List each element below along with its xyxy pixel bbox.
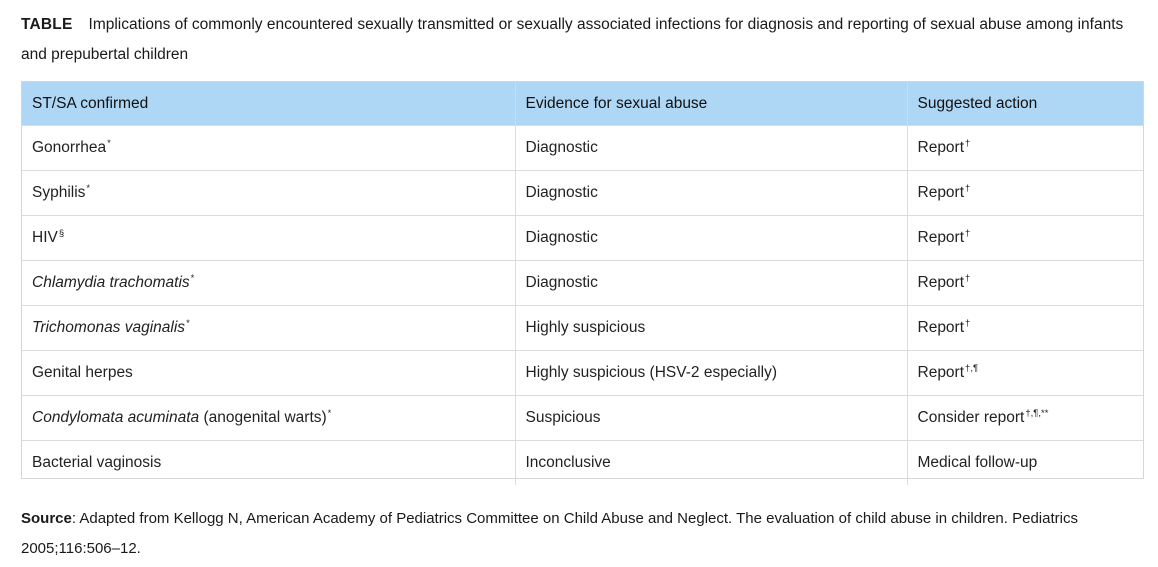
- footnote-mark: §: [58, 227, 65, 239]
- infection-cell: Trichomonas vaginalis*: [22, 305, 516, 351]
- infection-cell: Genital herpes: [22, 350, 516, 396]
- footnote-mark: †: [965, 182, 971, 194]
- table-row: Chlamydia trachomatis* Diagnostic Report†: [22, 260, 1143, 306]
- footnote-mark: †: [965, 227, 971, 239]
- infection-cell: Condylomata acuminata (anogenital warts)…: [22, 395, 516, 441]
- infection-name: Condylomata acuminata: [32, 409, 200, 426]
- table-row: Syphilis* Diagnostic Report†: [22, 170, 1143, 216]
- source-label: Source: [21, 510, 72, 527]
- sti-table: ST/SA confirmed Evidence for sexual abus…: [22, 82, 1143, 485]
- action-text: Consider report: [917, 409, 1025, 426]
- action-text: Medical follow-up: [917, 454, 1038, 471]
- action-cell: Report†: [907, 170, 1143, 216]
- table-row: Gonorrhea* Diagnostic Report†: [22, 125, 1143, 171]
- evidence-cell: Diagnostic: [515, 215, 908, 261]
- action-text: Report: [917, 184, 965, 201]
- table-row: Condylomata acuminata (anogenital warts)…: [22, 395, 1143, 441]
- footnote-mark: †,¶,**: [1025, 407, 1049, 419]
- footnote-mark: *: [190, 272, 195, 284]
- table-row: Trichomonas vaginalis* Highly suspicious R…: [22, 305, 1143, 351]
- action-cell: Report†: [907, 125, 1143, 171]
- infection-cell: Syphilis*: [22, 170, 516, 216]
- evidence-cell: Suspicious: [515, 395, 908, 441]
- action-text: Report: [917, 319, 965, 336]
- action-text: Report: [917, 274, 965, 291]
- header-suggested-action: Suggested action: [907, 82, 1143, 126]
- table-body: Gonorrhea* Diagnostic Report† Syphilis* Diag…: [22, 125, 1143, 485]
- header-evidence: Evidence for sexual abuse: [515, 82, 908, 126]
- sti-table-container: ST/SA confirmed Evidence for sexual abus…: [21, 81, 1144, 485]
- infection-name: HIV: [32, 229, 58, 246]
- infection-name: Bacterial vaginosis: [32, 454, 162, 471]
- infection-cell: HIV§: [22, 215, 516, 261]
- source-text: : Adapted from Kellogg N, American Acade…: [21, 510, 1078, 557]
- infection-name: Gonorrhea: [32, 139, 107, 156]
- footnote-mark: *: [186, 317, 190, 329]
- action-cell: Report†: [907, 305, 1143, 351]
- evidence-cell: Diagnostic: [515, 170, 908, 216]
- infection-note: (anogenital warts): [199, 409, 327, 426]
- header-st-sa-confirmed: ST/SA confirmed: [22, 82, 516, 126]
- caption-title: Implications of commonly encountered sex…: [21, 16, 1124, 63]
- infection-name: Genital herpes: [32, 364, 133, 381]
- table-row: Bacterial vaginosis Inconclusive Medical f…: [22, 440, 1143, 485]
- infection-name: Chlamydia trachomatis: [32, 274, 190, 291]
- action-cell: Report†: [907, 215, 1143, 261]
- evidence-cell: Highly suspicious: [515, 305, 908, 351]
- table-caption: TABLE Implications of commonly encountere…: [21, 10, 1146, 70]
- action-text: Report: [917, 229, 965, 246]
- infection-name: Trichomonas vaginalis: [32, 319, 186, 336]
- footnote-mark: *: [107, 137, 111, 149]
- table-header-row: ST/SA confirmed Evidence for sexual abus…: [22, 82, 1143, 126]
- action-cell: Consider report†,¶,**: [907, 395, 1143, 441]
- footnote-mark: †: [965, 137, 971, 149]
- footnote-mark: †,¶: [965, 362, 979, 374]
- infection-name: Syphilis: [32, 184, 86, 201]
- footnote-mark: *: [86, 182, 91, 194]
- action-text: Report: [917, 364, 965, 381]
- evidence-cell: Diagnostic: [515, 125, 908, 171]
- action-cell: Report†: [907, 260, 1143, 306]
- source-note: Source: Adapted from Kellogg N, American…: [21, 504, 1146, 564]
- table-row: HIV§ Diagnostic Report†: [22, 215, 1143, 261]
- infection-cell: Gonorrhea*: [22, 125, 516, 171]
- action-cell: Medical follow-up: [907, 440, 1143, 485]
- caption-tag: TABLE: [21, 16, 73, 33]
- infection-cell: Chlamydia trachomatis*: [22, 260, 516, 306]
- action-text: Report: [917, 139, 965, 156]
- evidence-cell: Inconclusive: [515, 440, 908, 485]
- footnote-mark: *: [327, 407, 332, 419]
- evidence-cell: Highly suspicious (HSV-2 especially): [515, 350, 908, 396]
- evidence-cell: Diagnostic: [515, 260, 908, 306]
- action-cell: Report†,¶: [907, 350, 1143, 396]
- table-row: Genital herpes Highly suspicious (HSV-2 e…: [22, 350, 1143, 396]
- footnote-mark: †: [965, 272, 971, 284]
- footnote-mark: †: [965, 317, 971, 329]
- infection-cell: Bacterial vaginosis: [22, 440, 516, 485]
